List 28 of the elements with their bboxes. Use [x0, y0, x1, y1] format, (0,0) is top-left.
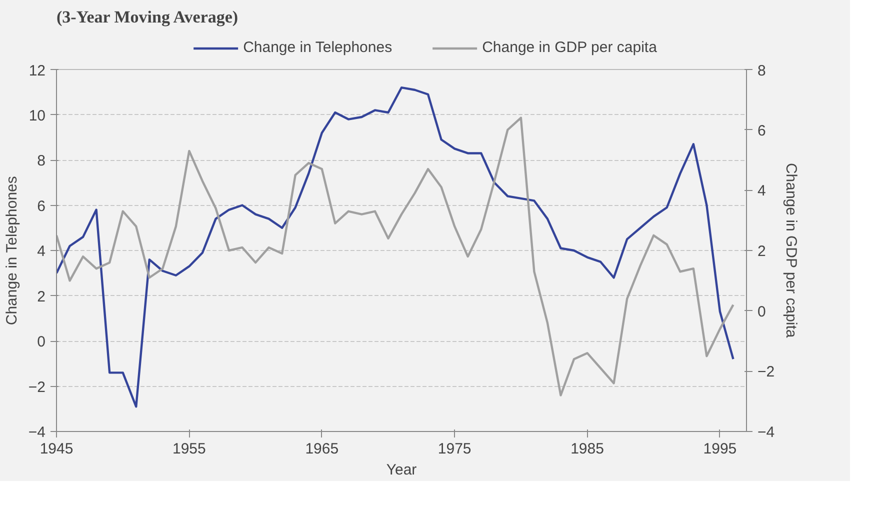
legend-label: Change in Telephones [243, 39, 392, 56]
x-tick-label: 1965 [305, 440, 339, 458]
legend-label: Change in GDP per capita [482, 39, 657, 56]
x-axis-title: Year [386, 462, 417, 478]
x-tick-label: 1995 [703, 440, 737, 458]
y2-tick-label: 2 [758, 243, 766, 260]
y2-tick-label: 0 [758, 303, 766, 320]
y-tick-label: 10 [28, 107, 46, 124]
y-tick-label: 12 [28, 62, 46, 80]
y-tick-label: 4 [37, 243, 46, 260]
y2-tick-label: 4 [758, 182, 766, 200]
y-tick-label: −2 [28, 378, 46, 396]
y2-axis-title: Change in GDP per capita [782, 162, 800, 338]
x-tick-label: 1945 [40, 440, 74, 458]
y2-tick-label: 6 [758, 122, 766, 140]
x-tick-label: 1975 [438, 440, 472, 458]
x-tick-label: 1985 [570, 440, 604, 458]
y-tick-label: −4 [28, 424, 46, 441]
y-tick-label: 8 [37, 152, 46, 170]
y2-tick-label: 8 [758, 62, 766, 80]
y-axis-title: Change in Telephones [3, 176, 20, 326]
chart-title: (3-Year Moving Average) [56, 8, 238, 26]
y-tick-label: 0 [37, 334, 46, 350]
y2-tick-label: −4 [758, 424, 775, 441]
x-tick-label: 1955 [172, 440, 206, 458]
y2-tick-label: −2 [758, 364, 775, 381]
y-tick-label: 2 [37, 288, 46, 306]
y-tick-label: 6 [37, 198, 46, 215]
